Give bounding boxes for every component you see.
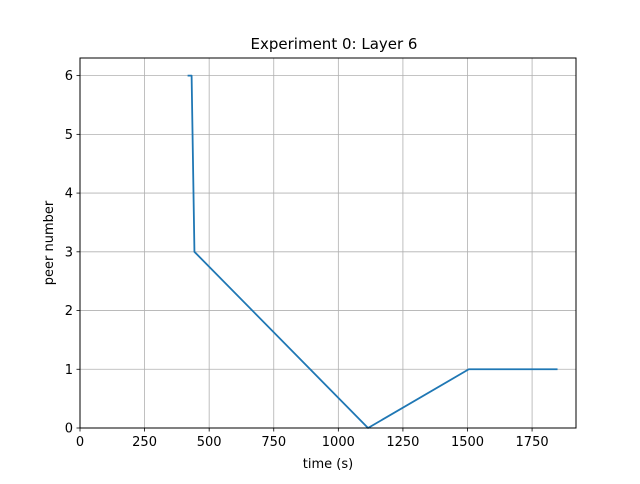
y-tick-label: 4: [65, 187, 73, 202]
x-tick-label: 1000: [322, 435, 355, 450]
y-tick-label: 5: [65, 128, 73, 143]
x-tick-label: 500: [197, 435, 222, 450]
ticks: 0 250 500 750 1000 1250 1500 1750 0 1 2 3 4 5 6: [65, 69, 549, 450]
grid: [80, 58, 576, 428]
x-tick-label: 1500: [451, 435, 484, 450]
x-tick-label: 0: [76, 435, 84, 450]
x-tick-label: 250: [132, 435, 157, 450]
x-axis-label: time (s): [303, 457, 353, 472]
x-tick-label: 1750: [516, 435, 549, 450]
y-axis-label: peer number: [42, 200, 57, 285]
plot-frame: [80, 58, 576, 428]
x-tick-label: 1250: [386, 435, 419, 450]
y-tick-label: 2: [65, 304, 73, 319]
y-tick-label: 6: [65, 69, 73, 84]
y-tick-label: 0: [65, 422, 73, 437]
y-tick-label: 1: [65, 363, 73, 378]
x-tick-label: 750: [261, 435, 286, 450]
chart-title: Experiment 0: Layer 6: [251, 35, 418, 53]
y-tick-label: 3: [65, 245, 73, 260]
